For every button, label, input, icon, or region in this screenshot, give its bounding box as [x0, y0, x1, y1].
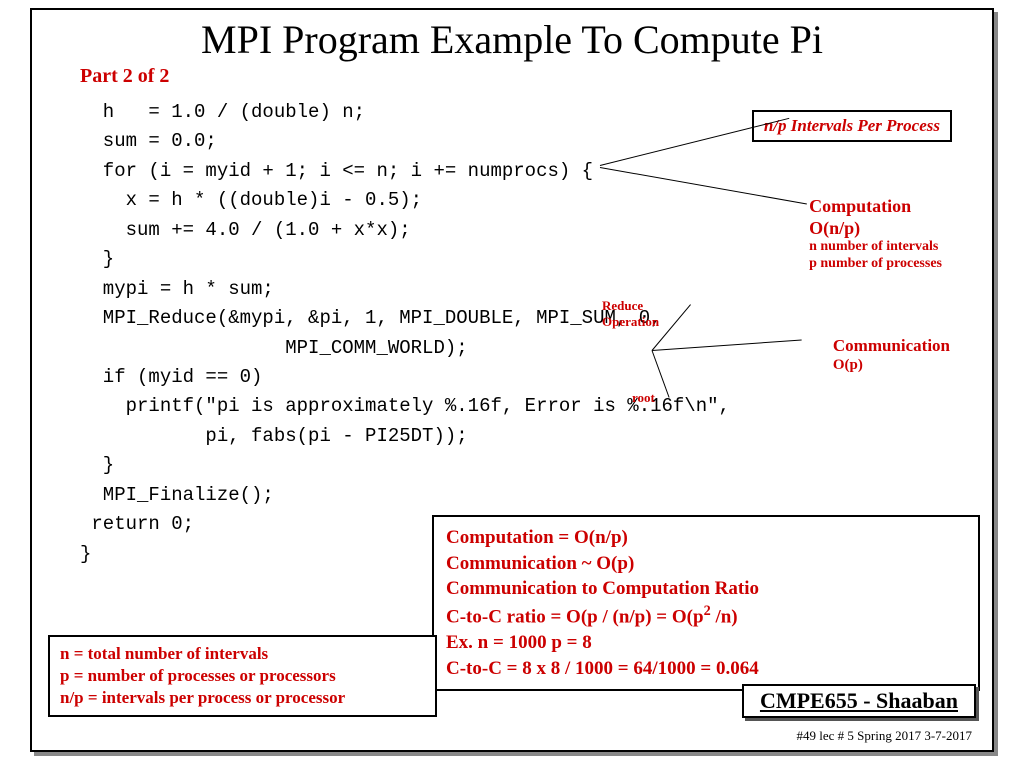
- reduce-l1: Reduce: [602, 298, 659, 314]
- computation-l4: p number of processes: [809, 256, 942, 273]
- analysis-l4: C-to-C ratio = O(p / (n/p) = O(p2 /n): [446, 602, 966, 630]
- footer-text: #49 lec # 5 Spring 2017 3-7-2017: [797, 728, 972, 744]
- def-l2: p = number of processes or processors: [60, 665, 425, 687]
- computation-l2: O(n/p): [809, 218, 942, 240]
- definitions-box: n = total number of intervals p = number…: [48, 635, 437, 717]
- reduce-annotation: Reduce Operation: [602, 298, 659, 329]
- page-title: MPI Program Example To Compute Pi: [32, 16, 992, 63]
- course-label: CMPE655 - Shaaban: [742, 684, 976, 718]
- computation-l3: n number of intervals: [809, 239, 942, 256]
- computation-annotation: Computation O(n/p) n number of intervals…: [809, 196, 942, 273]
- reduce-l2: Operation: [602, 314, 659, 330]
- root-annotation: root: [632, 390, 655, 406]
- part-label: Part 2 of 2: [80, 65, 992, 88]
- analysis-l5: Ex. n = 1000 p = 8: [446, 630, 966, 656]
- communication-annotation: Communication O(p): [833, 336, 950, 374]
- intervals-callout: n/p Intervals Per Process: [752, 110, 952, 142]
- comm-l2: O(p): [833, 356, 950, 374]
- analysis-l6: C-to-C = 8 x 8 / 1000 = 64/1000 = 0.064: [446, 656, 966, 682]
- analysis-l2: Communication ~ O(p): [446, 551, 966, 577]
- computation-l1: Computation: [809, 196, 942, 218]
- comm-l1: Communication: [833, 336, 950, 356]
- def-l3: n/p = intervals per process or processor: [60, 687, 425, 709]
- code-block: h = 1.0 / (double) n; sum = 0.0; for (i …: [80, 98, 992, 569]
- analysis-l1: Computation = O(n/p): [446, 525, 966, 551]
- def-l1: n = total number of intervals: [60, 643, 425, 665]
- analysis-l3: Communication to Computation Ratio: [446, 576, 966, 602]
- analysis-box: Computation = O(n/p) Communication ~ O(p…: [432, 515, 980, 691]
